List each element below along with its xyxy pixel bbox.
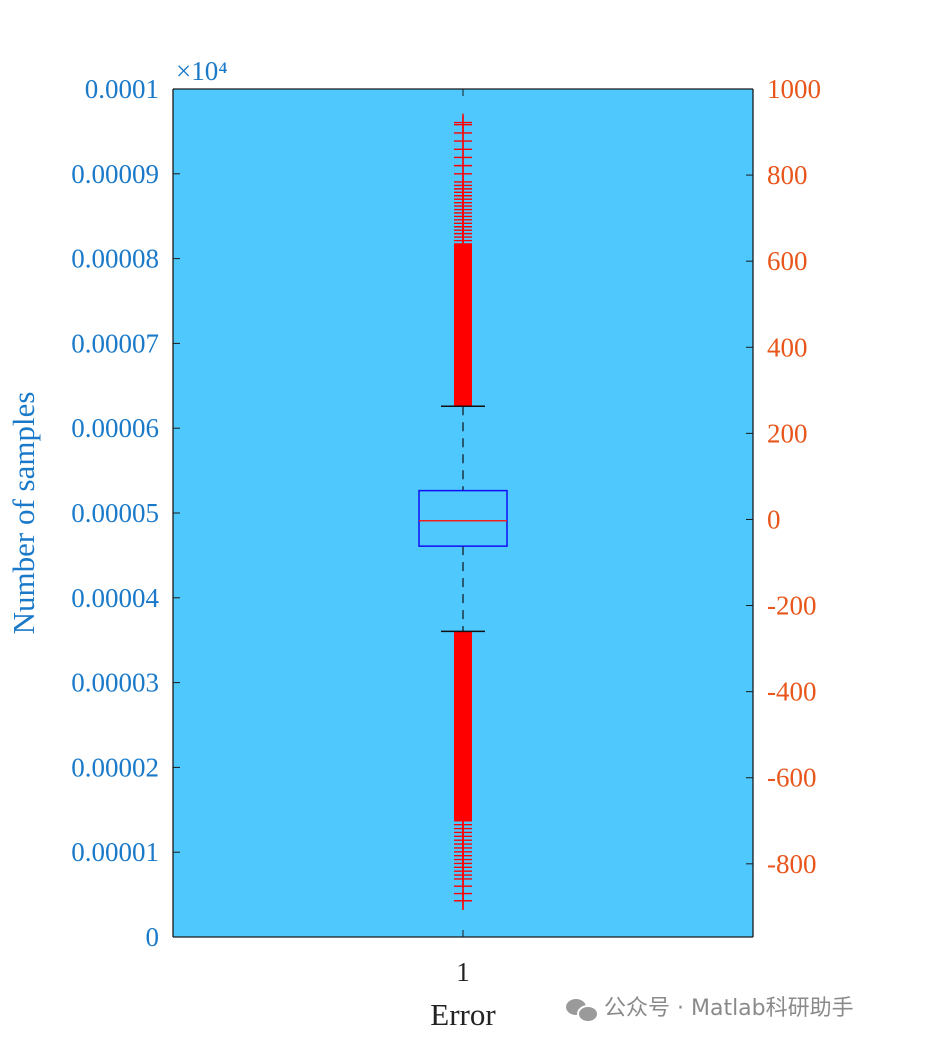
watermark: 公众号 · Matlab科研助手: [566, 990, 854, 1023]
left-axis-ticks: 0 0.00001 0.00002 0.00003 0.00004 0.00005 0.00…: [71, 74, 180, 952]
outlier-marker: [454, 891, 472, 910]
right-tick-label: 400: [767, 332, 808, 362]
iqr-box: [418, 489, 508, 547]
left-tick-label: 0.00003: [71, 668, 159, 698]
left-tick-label: 0.00002: [71, 752, 159, 782]
right-tick-label: -800: [767, 849, 817, 879]
right-tick-label: 0: [767, 504, 781, 534]
right-tick-label: 800: [767, 160, 808, 190]
right-tick-label: 600: [767, 246, 808, 276]
bottom-tick-label: 1: [456, 957, 470, 987]
left-axis-multiplier: ×10⁴: [176, 56, 228, 86]
wechat-icon: [566, 997, 599, 1023]
right-axis-ticks: -800 -600 -400 -200 0 200 400 600 800 1000: [746, 74, 821, 879]
left-tick-label: 0.00006: [71, 413, 159, 443]
right-tick-label: -400: [767, 677, 817, 707]
left-tick-label: 0.00009: [71, 159, 159, 189]
bottom-axis-ticks: 1: [456, 89, 470, 987]
outlier-dense-band: [454, 243, 472, 407]
outlier-markers: [454, 113, 472, 910]
left-tick-label: 0.00001: [71, 837, 159, 867]
left-tick-label: 0: [146, 922, 160, 952]
right-tick-label: 1000: [767, 74, 821, 104]
right-tick-label: 200: [767, 418, 808, 448]
left-tick-label: 0.00008: [71, 244, 159, 274]
right-tick-label: -600: [767, 763, 817, 793]
right-tick-label: -200: [767, 591, 817, 621]
y-axis-label-left: Number of samples: [6, 392, 41, 635]
left-tick-label: 0.00004: [71, 583, 159, 613]
outlier-dense-band: [454, 631, 472, 821]
left-tick-label: 0.00005: [71, 498, 159, 528]
box-group: [418, 405, 508, 633]
watermark-text: 公众号 · Matlab科研助手: [604, 996, 854, 1021]
left-tick-label: 0.0001: [85, 74, 159, 104]
outlier-marker: [454, 113, 472, 132]
x-axis-label: Error: [430, 997, 496, 1032]
left-tick-label: 0.00007: [71, 328, 159, 358]
